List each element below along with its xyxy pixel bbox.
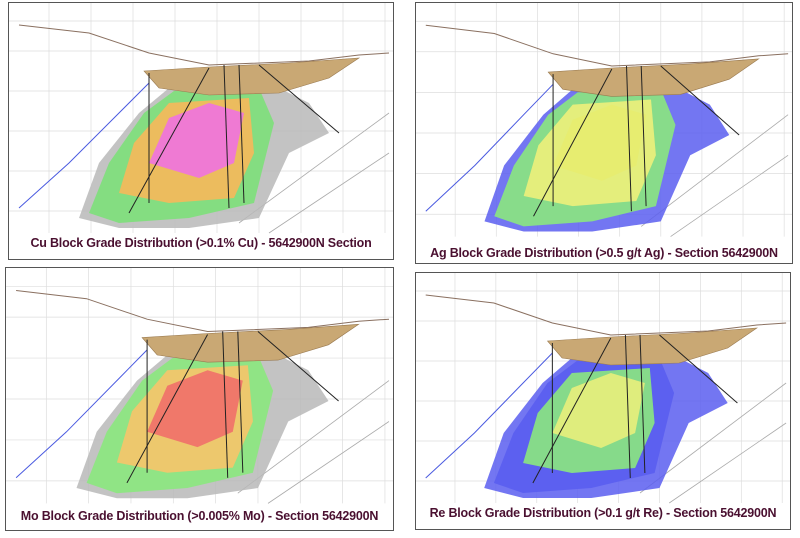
mo-panel: Mo Block Grade Distribution (>0.005% Mo)… [5, 267, 394, 531]
drill-hole [222, 331, 229, 478]
pit [141, 323, 360, 363]
block-high [552, 373, 645, 448]
re-panel: Re Block Grade Distribution (>0.1 g/t Re… [415, 272, 791, 530]
pit [546, 327, 758, 366]
topography [425, 24, 789, 67]
fault-line [15, 349, 148, 479]
drill-hole [126, 334, 209, 484]
caption: Cu Block Grade Distribution (>0.1% Cu) -… [30, 236, 372, 250]
fault-line [18, 82, 150, 209]
cu-section [9, 3, 393, 234]
topography [16, 290, 390, 333]
drill-hole [257, 331, 339, 402]
fault-line [268, 152, 390, 234]
drill-hole [660, 65, 740, 136]
drill-hole [639, 334, 646, 474]
drill-hole [533, 68, 613, 217]
re-section [416, 273, 790, 504]
block-high [147, 370, 243, 448]
drill-hole [237, 331, 244, 473]
pit [547, 58, 760, 97]
ag-section [416, 3, 792, 237]
fault-line [267, 421, 390, 504]
pit [143, 57, 361, 96]
drill-hole [624, 334, 631, 479]
block-high [149, 103, 244, 178]
fault-line [669, 422, 787, 504]
drill-hole [128, 67, 210, 214]
caption: Ag Block Grade Distribution (>0.5 g/t Ag… [430, 246, 778, 260]
fault-line [670, 155, 789, 237]
caption: Re Block Grade Distribution (>0.1 g/t Re… [429, 506, 777, 520]
caption: Mo Block Grade Distribution (>0.005% Mo)… [20, 509, 379, 523]
drill-hole [640, 65, 647, 207]
drill-hole [238, 64, 245, 204]
drill-hole [532, 337, 612, 484]
ag-panel: Ag Block Grade Distribution (>0.5 g/t Ag… [415, 2, 793, 264]
drill-hole [626, 65, 632, 212]
fault-line [425, 352, 553, 479]
topography [425, 294, 787, 336]
mo-section [6, 268, 393, 504]
drill-hole [223, 64, 230, 209]
cu-panel: Cu Block Grade Distribution (>0.1% Cu) -… [8, 2, 394, 260]
fault-line [425, 83, 554, 212]
drill-hole [659, 334, 738, 404]
drill-hole [258, 64, 340, 134]
block-high [553, 104, 647, 181]
topography [18, 24, 390, 66]
